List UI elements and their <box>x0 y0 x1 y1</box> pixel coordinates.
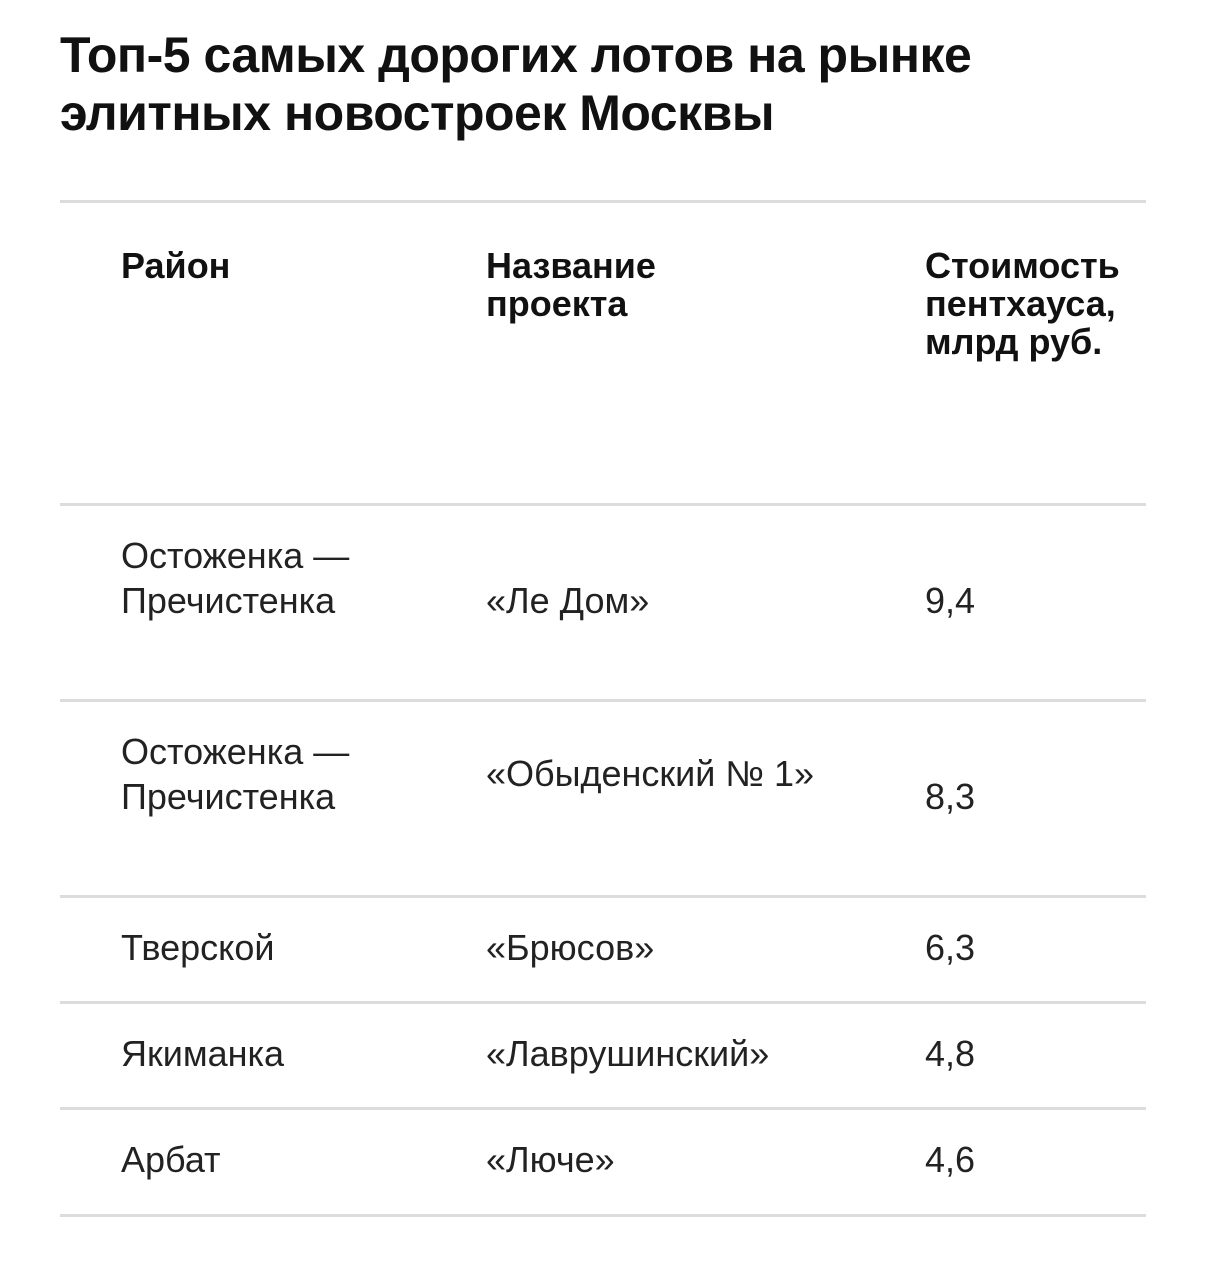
table-bottom-rule <box>60 1214 1146 1217</box>
row-5-price: 4,6 <box>925 1139 976 1180</box>
row-5-project: «Люче» <box>486 1139 615 1180</box>
row-4-price: 4,8 <box>925 1033 976 1074</box>
row-3-district: Тверской <box>121 927 275 968</box>
row-5-district: Арбат <box>121 1139 221 1180</box>
header-bottom-rule <box>60 503 1146 506</box>
row-3-project: «Брюсов» <box>486 927 655 968</box>
header-district: Район <box>121 245 231 286</box>
row-1-project: «Ле Дом» <box>486 580 650 621</box>
row-divider <box>60 1001 1146 1004</box>
row-1-district: Остоженка — Пречистенка <box>121 535 350 621</box>
header-project: Название проекта <box>486 245 656 324</box>
header-price: Стоимость пентхауса, млрд руб. <box>925 245 1120 362</box>
page-title: Топ-5 самых дорогих лотов на рынке элитн… <box>60 27 972 141</box>
row-1-price: 9,4 <box>925 580 976 621</box>
row-divider <box>60 1107 1146 1110</box>
row-2-price: 8,3 <box>925 776 976 817</box>
row-divider <box>60 699 1146 702</box>
row-3-price: 6,3 <box>925 927 976 968</box>
row-2-project: «Обыденский № 1» <box>486 753 815 794</box>
table-top-rule <box>60 200 1146 203</box>
row-divider <box>60 895 1146 898</box>
row-2-district: Остоженка — Пречистенка <box>121 731 350 817</box>
row-4-district: Якиманка <box>121 1033 285 1074</box>
row-4-project: «Лаврушинский» <box>486 1033 770 1074</box>
